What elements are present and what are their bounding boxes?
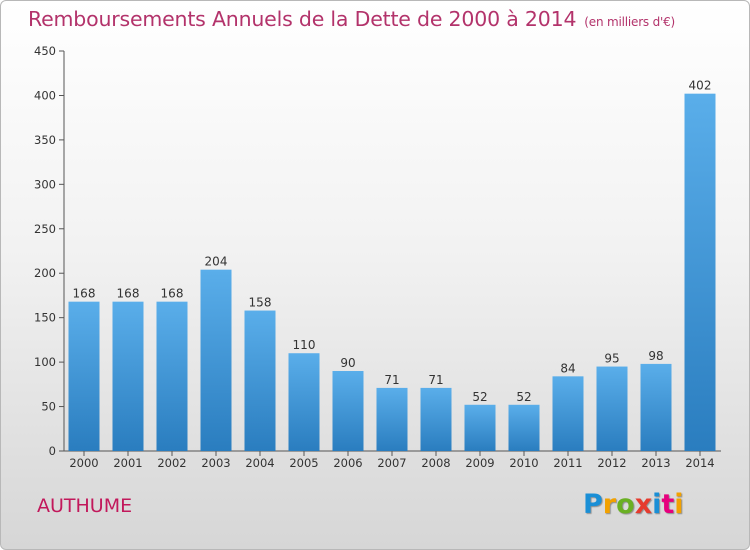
value-label-2012: 95	[604, 352, 619, 366]
y-tick-label: 250	[34, 222, 56, 236]
logo-letter: P	[583, 489, 603, 520]
logo-letter: x	[634, 489, 653, 520]
value-label-2013: 98	[648, 349, 663, 363]
bar-2005	[288, 353, 320, 451]
x-tick-label: 2006	[333, 456, 362, 470]
y-axis: 0 50 100 150 200 250 300 350 400 450	[34, 44, 65, 458]
bar-2009	[464, 404, 496, 451]
bar-2003	[200, 269, 232, 451]
value-label-2004: 158	[249, 296, 272, 310]
y-tick-label: 200	[34, 266, 56, 280]
bars	[68, 93, 716, 452]
value-label-2007: 71	[384, 373, 399, 387]
x-tick-label: 2005	[289, 456, 318, 470]
value-label-2006: 90	[340, 356, 355, 370]
bar-2004	[244, 310, 276, 451]
y-tick-label: 100	[34, 355, 56, 369]
bar-2014	[684, 93, 716, 452]
x-tick-label: 2009	[465, 456, 494, 470]
y-tick-label: 150	[34, 311, 56, 325]
x-tick-label: 2001	[113, 456, 142, 470]
bar-2006	[332, 371, 364, 451]
bar-2002	[156, 301, 188, 451]
x-tick-label: 2011	[553, 456, 582, 470]
chart-title: Remboursements Annuels de la Dette de 20…	[28, 7, 675, 31]
value-label-2011: 84	[560, 361, 575, 375]
x-axis: 2000 2001 2002 2003 2004 2005 2006 2007 2008 2009…	[64, 450, 721, 470]
y-tick-label: 400	[34, 88, 56, 102]
chart-title-main: Remboursements Annuels de la Dette de 20…	[28, 7, 577, 31]
x-tick-label: 2014	[685, 456, 714, 470]
x-tick-label: 2010	[509, 456, 538, 470]
y-tick-label: 450	[34, 44, 56, 58]
value-label-2008: 71	[428, 373, 443, 387]
logo-letter: i	[674, 489, 684, 520]
bar-2008	[420, 387, 452, 451]
bar-2013	[640, 363, 672, 451]
value-labels: 168 168 168 204 158 110 90 71 71 52 52 84 95 98 402	[73, 79, 712, 404]
bar-2001	[112, 301, 144, 451]
x-tick-label: 2003	[201, 456, 230, 470]
value-label-2014: 402	[689, 79, 712, 93]
y-tick-label: 0	[49, 444, 56, 458]
value-label-2003: 204	[205, 255, 228, 269]
x-tick-label: 2000	[69, 456, 98, 470]
x-tick-label: 2008	[421, 456, 450, 470]
x-tick-label: 2002	[157, 456, 186, 470]
x-tick-label: 2007	[377, 456, 406, 470]
bar-2000	[68, 301, 100, 451]
bar-2011	[552, 376, 584, 451]
logo-letter: o	[616, 489, 635, 520]
chart-title-unit: (en milliers d'€)	[584, 15, 676, 29]
proxiti-logo: Proxiti	[583, 489, 684, 520]
x-tick-label: 2012	[597, 456, 626, 470]
y-tick-label: 300	[34, 177, 56, 191]
value-label-2009: 52	[472, 390, 487, 404]
value-label-2000: 168	[73, 287, 96, 301]
y-tick-label: 350	[34, 133, 56, 147]
value-label-2002: 168	[161, 287, 184, 301]
bar-2010	[508, 404, 540, 451]
logo-letter: r	[602, 489, 617, 520]
x-tick-label: 2013	[641, 456, 670, 470]
logo-letter: i	[652, 489, 662, 520]
bar-2012	[596, 366, 628, 451]
x-tick-label: 2004	[245, 456, 274, 470]
value-label-2001: 168	[117, 287, 140, 301]
value-label-2005: 110	[293, 338, 316, 352]
commune-name: AUTHUME	[37, 495, 133, 517]
y-tick-label: 50	[41, 400, 56, 414]
logo-letter: t	[661, 489, 675, 520]
bar-2007	[376, 387, 408, 451]
value-label-2010: 52	[516, 390, 531, 404]
